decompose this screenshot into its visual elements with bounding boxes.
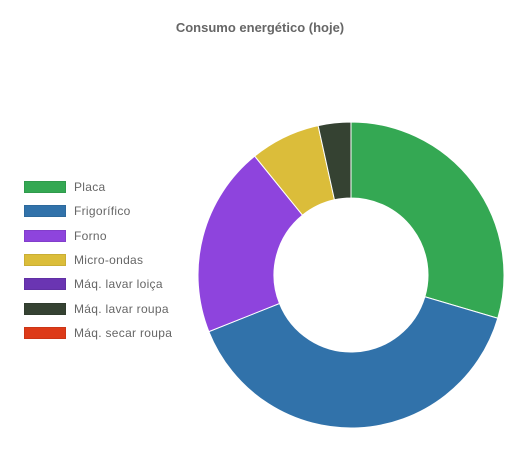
legend-swatch [24, 278, 66, 291]
legend-swatch [24, 302, 66, 315]
legend-item-maq-lavar-roupa[interactable]: Máq. lavar roupa [24, 296, 172, 320]
legend-swatch [24, 181, 66, 194]
chart-legend: Placa Frigorífico Forno Micro-ondas Máq.… [24, 175, 172, 345]
legend-item-frigorifico[interactable]: Frigorífico [24, 199, 172, 223]
legend-swatch [24, 205, 66, 218]
legend-item-placa[interactable]: Placa [24, 175, 172, 199]
legend-label: Máq. secar roupa [74, 325, 173, 340]
legend-label: Forno [74, 228, 107, 243]
legend-swatch [24, 326, 66, 339]
chart-title: Consumo energético (hoje) [175, 20, 345, 35]
legend-label: Frigorífico [74, 204, 131, 219]
legend-item-maq-lavar-loica[interactable]: Máq. lavar loiça [24, 272, 172, 296]
legend-label: Micro-ondas [74, 253, 144, 268]
slice-forno[interactable] [197, 155, 304, 333]
legend-swatch [24, 254, 66, 267]
legend-label: Máq. lavar loiça [74, 277, 163, 292]
legend-item-forno[interactable]: Forno [24, 224, 172, 248]
legend-label: Placa [74, 180, 106, 195]
slice-placa[interactable] [350, 121, 505, 319]
legend-item-maq-secar-roupa[interactable]: Máq. secar roupa [24, 321, 172, 345]
legend-swatch [24, 229, 66, 242]
legend-item-micro-ondas[interactable]: Micro-ondas [24, 248, 172, 272]
slice-frigorifico[interactable] [208, 296, 499, 429]
legend-label: Máq. lavar roupa [74, 301, 169, 316]
slice-maq-lavar-roupa[interactable] [317, 121, 352, 201]
